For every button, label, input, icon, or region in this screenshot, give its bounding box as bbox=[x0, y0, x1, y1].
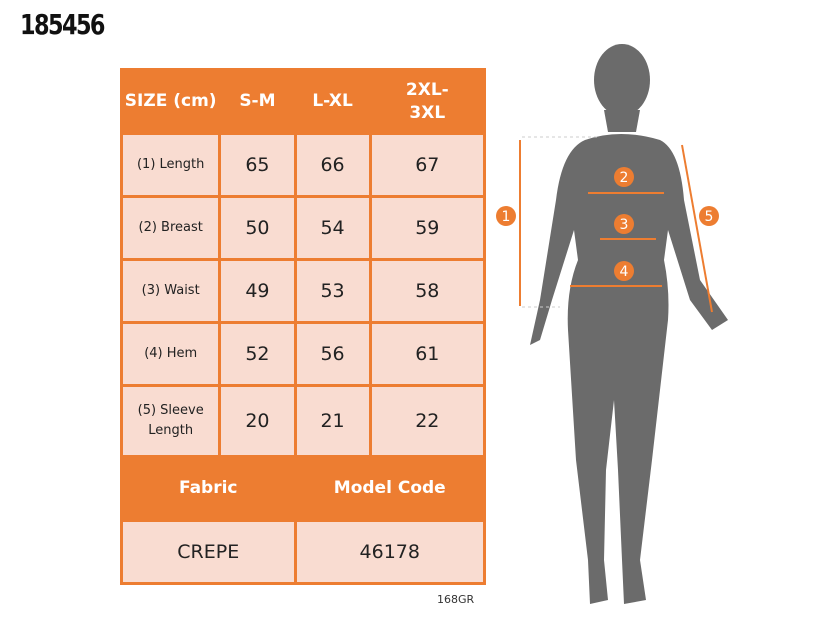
row-label: (2) Breast bbox=[119, 195, 222, 261]
table-row: (5) Sleeve Length 20 21 22 bbox=[119, 384, 487, 458]
cell: 21 bbox=[293, 384, 372, 458]
marker-4: 4 bbox=[620, 264, 629, 280]
header-2xl-3xl: 2XL-3XL bbox=[368, 68, 487, 135]
size-table: SIZE (cm) S-M L-XL 2XL-3XL (1) Length 65 6… bbox=[119, 68, 487, 585]
header-s-m: S-M bbox=[218, 68, 297, 135]
cell: 65 bbox=[218, 132, 297, 198]
cell: 67 bbox=[368, 132, 487, 198]
cell: 66 bbox=[293, 132, 372, 198]
marker-1: 1 bbox=[502, 209, 511, 225]
row-label: (3) Waist bbox=[119, 258, 222, 324]
table-row: (3) Waist 49 53 58 bbox=[119, 258, 487, 324]
header-l-xl: L-XL bbox=[293, 68, 372, 135]
marker-5: 5 bbox=[705, 209, 714, 225]
cell: 53 bbox=[293, 258, 372, 324]
cell: 49 bbox=[218, 258, 297, 324]
table-header: SIZE (cm) S-M L-XL 2XL-3XL bbox=[119, 68, 487, 135]
info-row: CREPE 46178 bbox=[120, 519, 486, 585]
cell: 22 bbox=[368, 384, 487, 458]
cell: 50 bbox=[218, 195, 297, 261]
table-row: (4) Hem 52 56 61 bbox=[119, 321, 487, 387]
marker-2: 2 bbox=[620, 170, 629, 186]
cell: 52 bbox=[218, 321, 297, 387]
marker-3: 3 bbox=[620, 217, 629, 233]
cell: 61 bbox=[368, 321, 487, 387]
model-code-value: 46178 bbox=[293, 519, 486, 585]
table-row: (2) Breast 50 54 59 bbox=[119, 195, 487, 261]
model-code-header: Model Code bbox=[293, 455, 486, 522]
row-label: (4) Hem bbox=[119, 321, 222, 387]
cell: 20 bbox=[218, 384, 297, 458]
footer-code: 168GR bbox=[437, 593, 475, 606]
cell: 54 bbox=[293, 195, 372, 261]
fabric-value: CREPE bbox=[120, 519, 297, 585]
row-label: (1) Length bbox=[119, 132, 222, 198]
fabric-header: Fabric bbox=[120, 455, 297, 522]
cell: 58 bbox=[368, 258, 487, 324]
table-row: (1) Length 65 66 67 bbox=[119, 132, 487, 198]
cell: 56 bbox=[293, 321, 372, 387]
cell: 59 bbox=[368, 195, 487, 261]
body-silhouette: 1 2 3 4 5 bbox=[496, 44, 728, 604]
header-size: SIZE (cm) bbox=[119, 68, 222, 135]
info-header: Fabric Model Code bbox=[120, 455, 486, 522]
product-code: 185456 bbox=[20, 8, 106, 41]
row-label: (5) Sleeve Length bbox=[119, 384, 222, 458]
